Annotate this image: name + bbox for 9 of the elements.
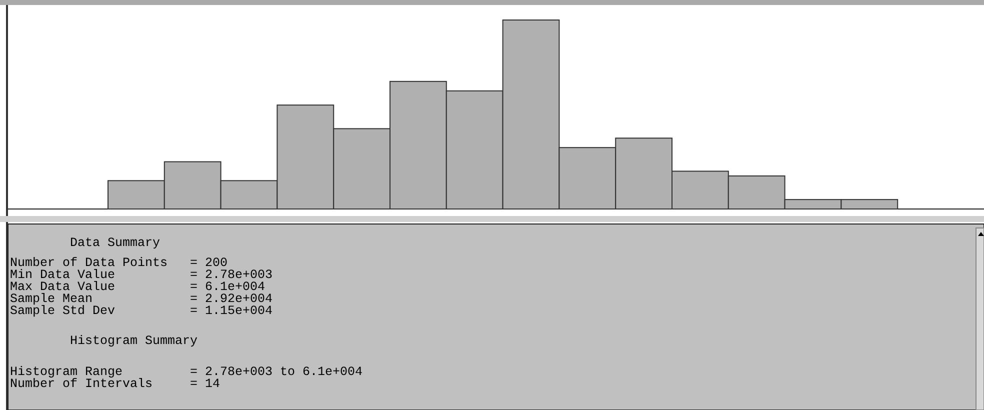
- text: Number of Data Points = 200: [10, 256, 228, 270]
- text: Histogram Range = 2.78e+003 to 6.1e+004: [10, 365, 363, 379]
- text: Max Data Value = 6.1e+004: [10, 280, 266, 294]
- text: Sample Mean = 2.92e+004: [10, 292, 273, 306]
- text: Min Data Value = 2.78e+003: [10, 268, 273, 282]
- text: Data Summary: [10, 236, 161, 250]
- text: Histogram Summary: [10, 334, 198, 348]
- text: Sample Std Dev = 1.15e+004: [10, 304, 273, 318]
- text: Number of Intervals = 14: [10, 377, 220, 391]
